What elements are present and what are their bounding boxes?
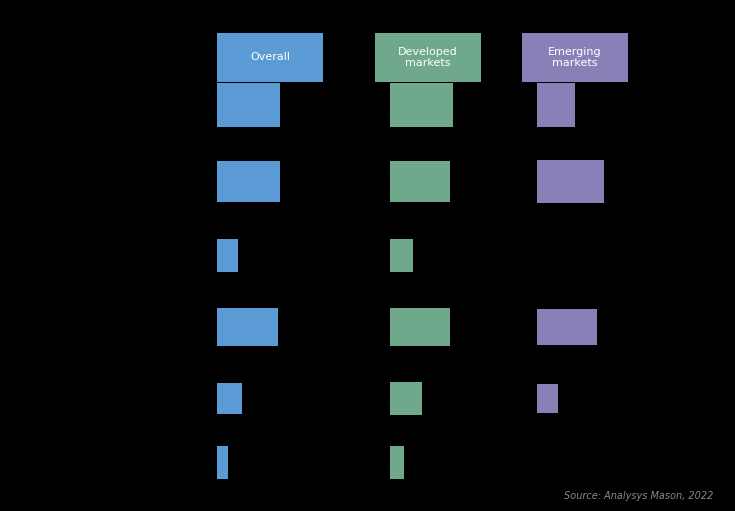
FancyBboxPatch shape xyxy=(390,161,451,202)
FancyBboxPatch shape xyxy=(217,383,242,414)
FancyBboxPatch shape xyxy=(217,83,280,127)
FancyBboxPatch shape xyxy=(390,83,453,127)
FancyBboxPatch shape xyxy=(217,446,228,479)
FancyBboxPatch shape xyxy=(217,239,238,272)
FancyBboxPatch shape xyxy=(537,83,575,127)
FancyBboxPatch shape xyxy=(217,308,278,346)
FancyBboxPatch shape xyxy=(537,160,604,202)
FancyBboxPatch shape xyxy=(217,161,280,202)
FancyBboxPatch shape xyxy=(537,309,598,345)
FancyBboxPatch shape xyxy=(217,33,323,82)
FancyBboxPatch shape xyxy=(390,308,451,346)
FancyBboxPatch shape xyxy=(390,382,422,415)
FancyBboxPatch shape xyxy=(537,384,558,413)
FancyBboxPatch shape xyxy=(390,446,404,479)
FancyBboxPatch shape xyxy=(375,33,481,82)
Text: Emerging
markets: Emerging markets xyxy=(548,47,602,68)
Text: Overall: Overall xyxy=(250,53,290,62)
Text: Developed
markets: Developed markets xyxy=(398,47,458,68)
FancyBboxPatch shape xyxy=(390,239,413,272)
FancyBboxPatch shape xyxy=(522,33,628,82)
Text: Source: Analysys Mason, 2022: Source: Analysys Mason, 2022 xyxy=(564,491,713,501)
